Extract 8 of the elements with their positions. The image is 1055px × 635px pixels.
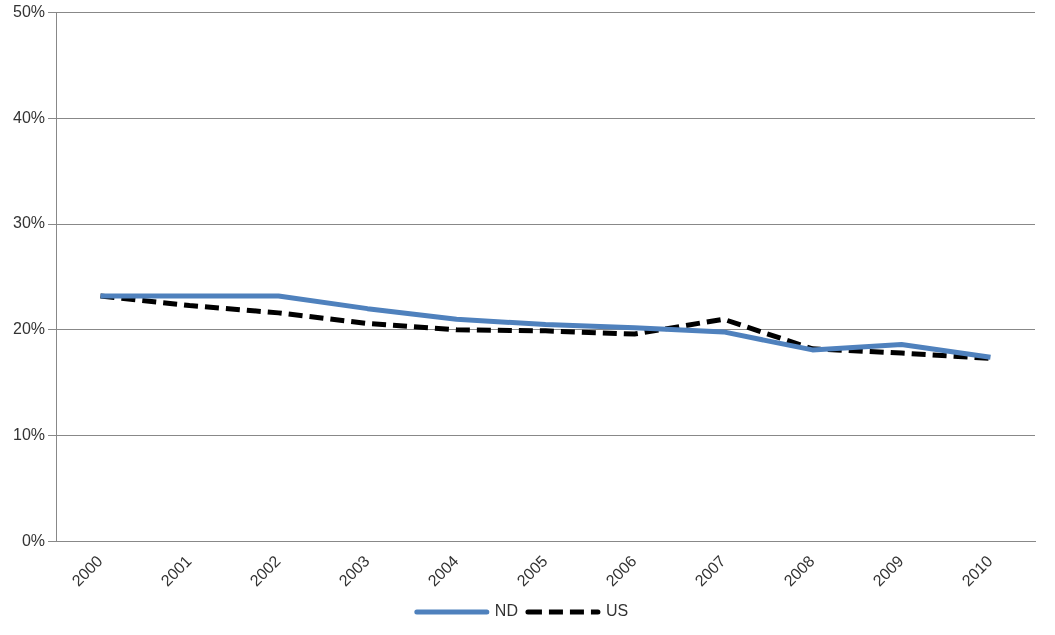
y-tick-label: 0% xyxy=(21,531,46,549)
y-tick-label: 30% xyxy=(12,214,46,232)
y-tick-label: 10% xyxy=(12,425,46,443)
y-tick-label: 50% xyxy=(12,3,46,21)
y-tick-label: 40% xyxy=(12,108,46,126)
y-tick-label: 20% xyxy=(12,320,46,338)
legend-label: US xyxy=(605,602,629,620)
legend-label: ND xyxy=(494,602,518,620)
